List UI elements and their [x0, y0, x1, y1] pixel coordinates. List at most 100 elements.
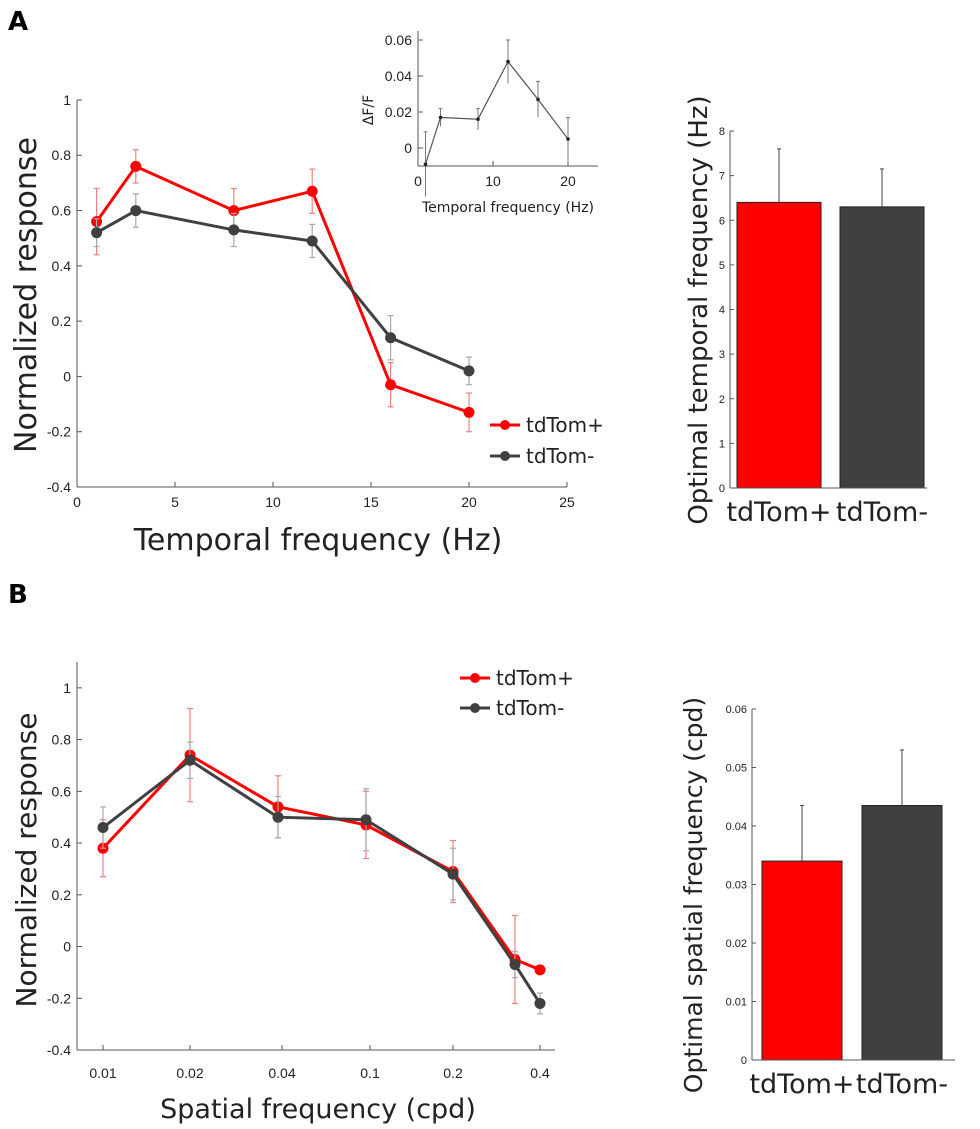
y-tick-label: 0.01 [726, 997, 747, 1009]
x-tick-label: 0.4 [530, 1065, 550, 1081]
series-line-tdtom-plus [101, 753, 541, 972]
x-axis-title: Temporal frequency (Hz) [133, 523, 503, 558]
bar-chart-optimal-spatial: 0 0.01 0.02 0.03 0.04 0.05 0.06 tdTom+ tdTom- Opt… [679, 697, 955, 1100]
y-tick-label: 0.04 [726, 821, 747, 833]
x-tick-label: 5 [171, 494, 179, 510]
y-tick-label: 0.05 [726, 763, 747, 775]
bar-category-label-tdtom-minus: tdTom- [856, 1069, 948, 1100]
data-point-tdtom-minus [447, 868, 459, 880]
y-tick-label: 3 [719, 349, 725, 361]
y-tick-label: 4 [719, 305, 725, 317]
legend-marker-tdtom-plus [470, 673, 480, 683]
legend-marker-tdtom-minus [470, 703, 480, 713]
legend-label-tdtom-plus: tdTom+ [496, 666, 574, 690]
series-line-tdtom-minus [102, 758, 542, 1005]
inset-chart-dff: 0 0.02 0.04 0.06 0 10 20 Temporal frequency (Hz… [361, 31, 598, 216]
y-tick-label: -0.4 [47, 479, 71, 495]
inset-data-point [438, 115, 443, 120]
line-chart-spatial: -0.4 -0.2 0 0.2 0.4 0.6 0.8 1 0.01 0.02 0.04 0.1 0.2… [10, 662, 574, 1125]
y-tick-label: 1 [63, 92, 71, 108]
y-axis-title: Optimal spatial frequency (cpd) [679, 697, 708, 1093]
legend-label-tdtom-plus: tdTom+ [526, 413, 604, 437]
bar-category-label-tdtom-plus: tdTom+ [749, 1069, 854, 1100]
panel-letter-a: A [8, 7, 28, 37]
bar-tdtom-plus [761, 860, 843, 1061]
x-tick-label: 10 [485, 173, 501, 189]
y-tick-label: 0.4 [52, 258, 72, 274]
bar-chart-optimal-temporal: 0 1 2 3 4 5 6 7 8 tdTom+ tdTom- Optimal temporal fr… [684, 95, 928, 528]
x-tick-label: 0 [73, 494, 81, 510]
x-tick-label: 0.2 [443, 1065, 463, 1081]
data-point-tdtom-minus [534, 997, 546, 1009]
x-tick-label: 20 [461, 494, 477, 510]
data-point-tdtom-minus [272, 811, 284, 823]
inset-data-point [476, 117, 480, 121]
y-tick-label: 1 [63, 680, 71, 696]
y-tick-label: 0.6 [52, 783, 72, 799]
series-line-tdtom-plus [95, 164, 470, 414]
y-axis-title: Optimal temporal frequency (Hz) [684, 95, 714, 524]
y-tick-label: 0.06 [385, 32, 412, 48]
y-tick-label: 0.06 [726, 704, 747, 716]
x-tick-label: 0.02 [176, 1065, 203, 1081]
legend-label-tdtom-minus: tdTom- [496, 696, 564, 720]
x-tick-label: 0.04 [268, 1065, 295, 1081]
data-point-tdtom-minus [509, 959, 521, 971]
data-point-tdtom-minus [306, 235, 318, 247]
data-point-tdtom-plus [130, 160, 142, 172]
legend-marker-tdtom-plus [500, 420, 510, 430]
y-tick-label: 6 [719, 215, 725, 227]
y-tick-label: 0.2 [52, 313, 72, 329]
data-point-tdtom-plus [463, 406, 475, 418]
y-tick-label: 0 [719, 483, 725, 495]
data-point-tdtom-minus [360, 814, 372, 826]
y-axis-title: Normalized response [10, 713, 43, 1008]
y-tick-label: 5 [719, 260, 725, 272]
series-line-tdtom-minus [95, 208, 470, 373]
x-tick-label: 0 [414, 173, 422, 189]
y-tick-label: 8 [719, 126, 725, 138]
data-point-tdtom-minus [91, 227, 103, 239]
bar-category-label-tdtom-plus: tdTom+ [726, 497, 831, 528]
line-chart-temporal: -0.4-0.200.20.40.60.810 5 10 15 20 25Temporal… [9, 92, 604, 558]
y-tick-label: 0.03 [726, 880, 747, 892]
inset-data-point [506, 59, 510, 64]
y-tick-label: 0.2 [52, 887, 72, 903]
inset-x-axis-title: Temporal frequency (Hz) [421, 200, 594, 216]
y-tick-label: 0.6 [52, 202, 72, 218]
x-axis-title: Spatial frequency (cpd) [160, 1094, 476, 1125]
bar-tdtom-minus [839, 206, 925, 489]
data-point-tdtom-minus [184, 754, 196, 766]
x-tick-label: 0.01 [89, 1065, 116, 1081]
y-tick-label: 1 [719, 438, 725, 450]
x-tick-label: 10 [265, 494, 281, 510]
data-point-tdtom-plus [306, 185, 318, 197]
bar-tdtom-minus [861, 805, 943, 1061]
y-tick-label: 0.02 [385, 104, 412, 120]
legend-marker-tdtom-minus [500, 451, 510, 461]
data-point-tdtom-minus [385, 332, 397, 344]
data-point-tdtom-minus [97, 822, 109, 834]
x-tick-label: 20 [560, 173, 576, 189]
y-tick-label: 0.8 [52, 732, 72, 748]
y-tick-label: 0.02 [726, 938, 747, 950]
y-axis-title: Normalized response [9, 137, 44, 453]
x-tick-label: 15 [363, 494, 379, 510]
y-tick-label: 0 [63, 939, 71, 955]
inset-y-axis-title: ΔF/F [361, 95, 377, 125]
x-tick-label: 25 [559, 494, 575, 510]
y-tick-label: -0.2 [47, 424, 71, 440]
data-point-tdtom-plus [534, 964, 546, 976]
legend-label-tdtom-minus: tdTom- [526, 444, 594, 468]
y-tick-label: -0.2 [47, 990, 71, 1006]
data-point-tdtom-minus [463, 365, 475, 377]
bar-tdtom-plus [736, 201, 822, 489]
y-tick-label: 0.8 [52, 147, 72, 163]
y-tick-label: 0 [404, 140, 412, 156]
panel-letter-b: B [8, 580, 28, 610]
data-point-tdtom-minus [130, 205, 142, 217]
y-tick-label: 7 [719, 171, 725, 183]
inset-data-point [423, 162, 428, 166]
y-tick-label: 0 [63, 368, 71, 384]
